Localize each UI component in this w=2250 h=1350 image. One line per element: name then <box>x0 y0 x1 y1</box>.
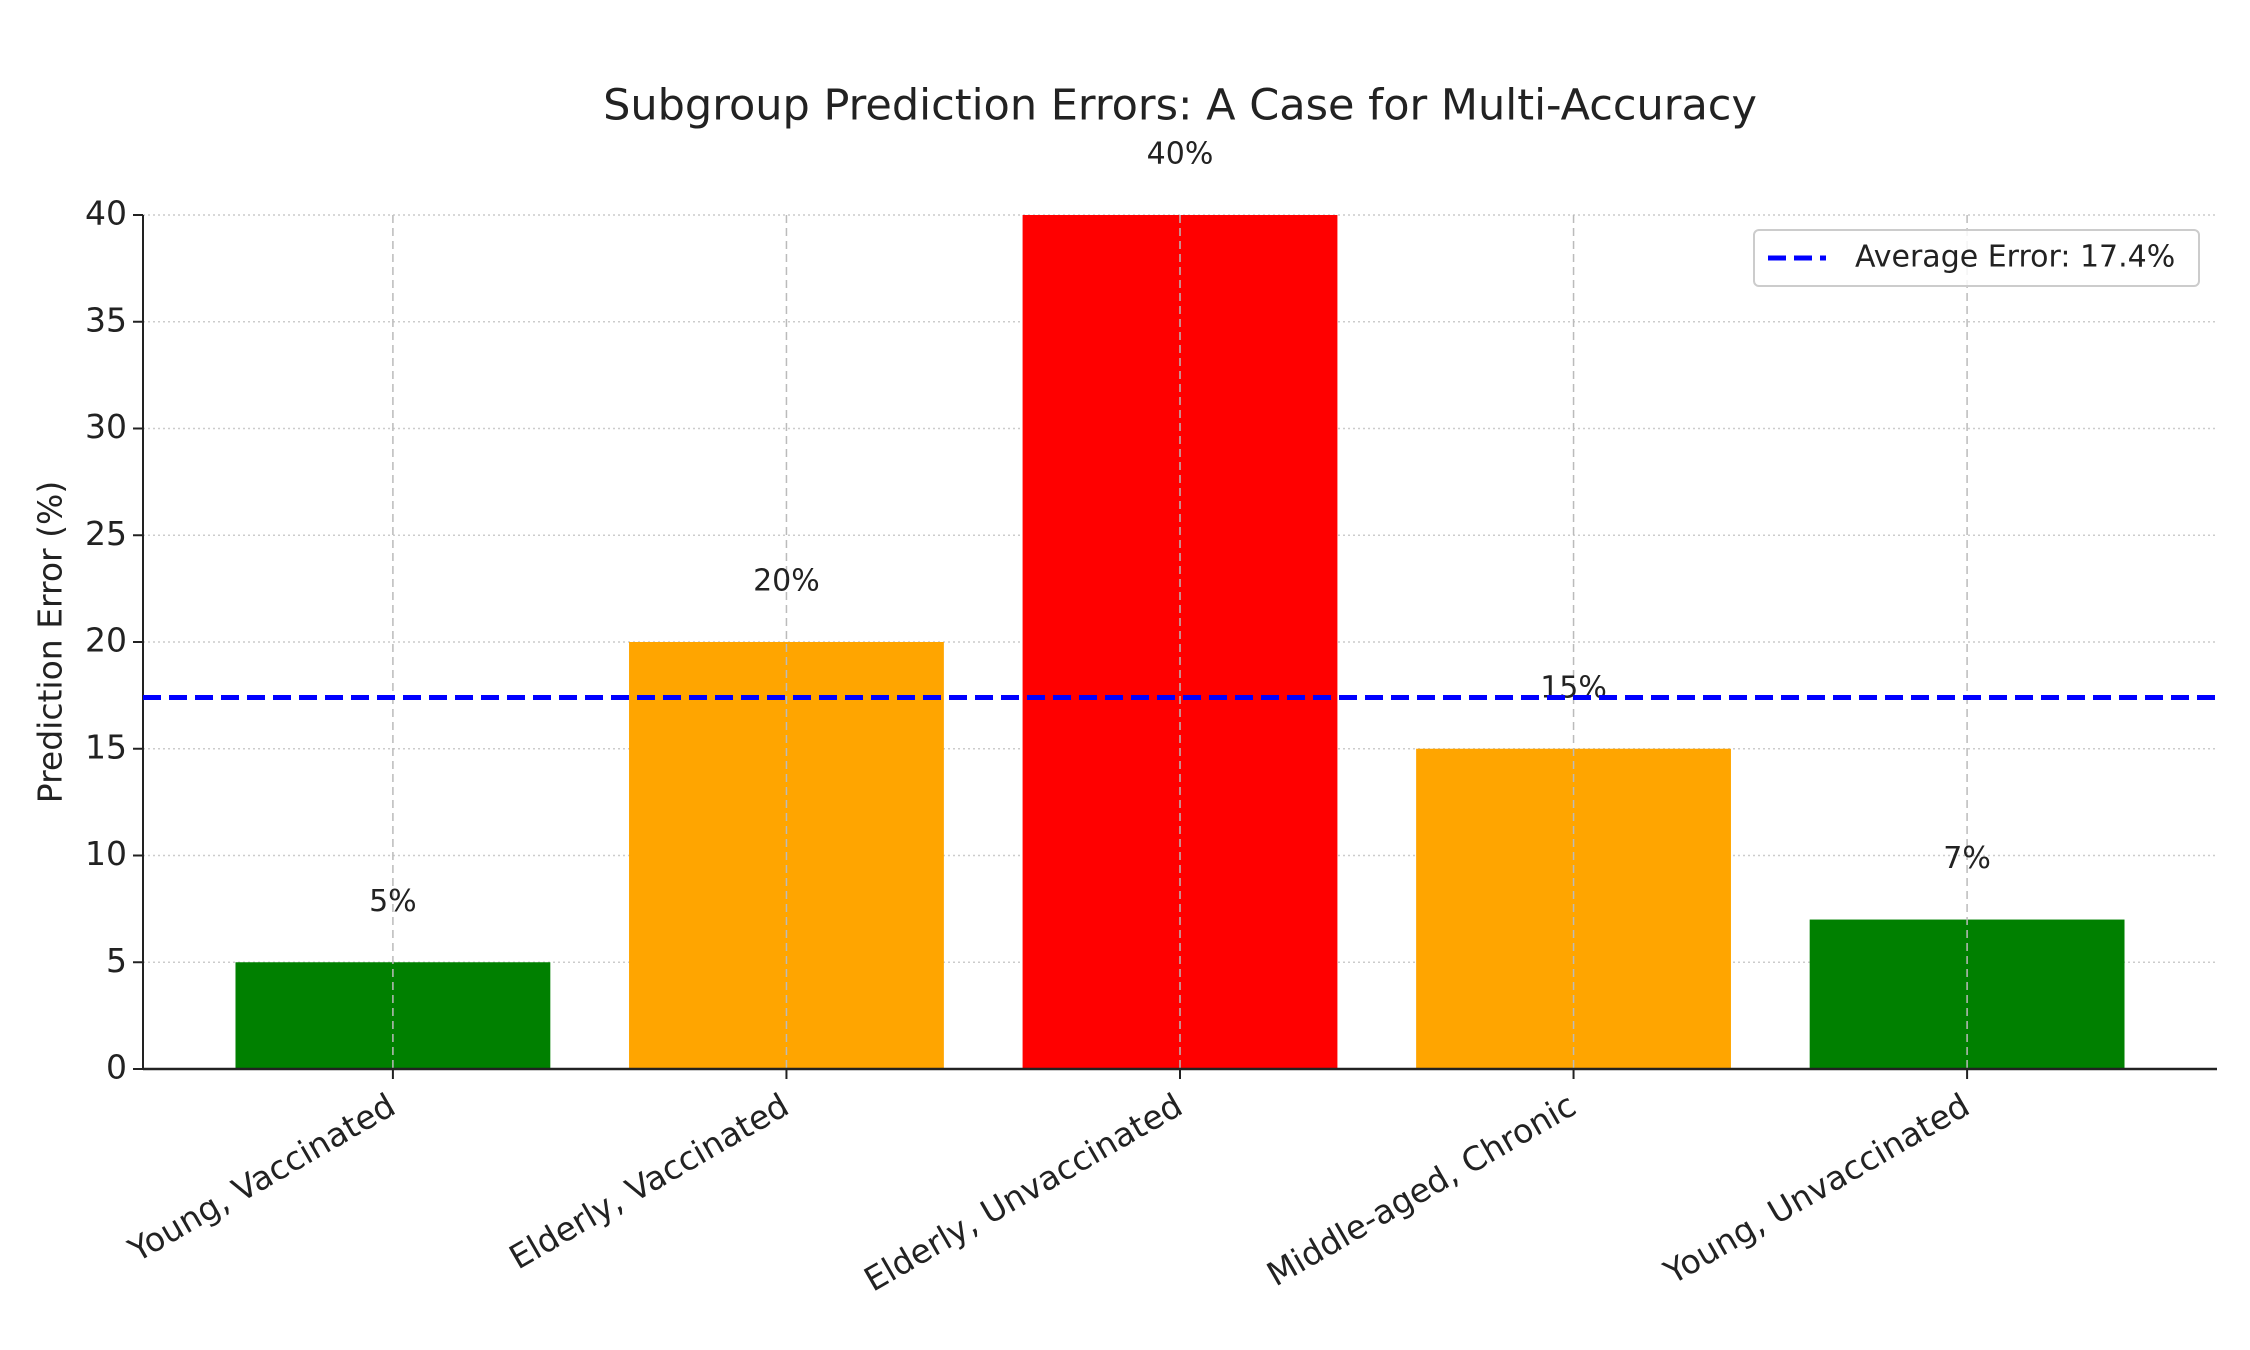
bar <box>1022 215 1338 1069</box>
y-tick-label: 15 <box>85 727 127 766</box>
x-tick-label: Elderly, Vaccinated <box>502 1085 795 1277</box>
y-tick-label: 40 <box>85 194 127 233</box>
value-label: 20% <box>753 564 820 599</box>
x-tick-label: Elderly, Unvaccinated <box>857 1085 1188 1299</box>
y-tick-label: 5 <box>106 941 127 980</box>
bar <box>1809 919 2125 1069</box>
x-tick-label: Middle-aged, Chronic <box>1260 1085 1582 1294</box>
y-tick-label: 0 <box>106 1048 127 1087</box>
chart-title: Subgroup Prediction Errors: A Case for M… <box>603 81 1757 131</box>
y-tick-label: 20 <box>85 621 127 660</box>
x-tick-label: Young, Vaccinated <box>121 1085 402 1270</box>
y-tick-label: 25 <box>85 514 127 553</box>
y-tick-label: 35 <box>85 300 127 339</box>
value-label: 5% <box>369 884 417 919</box>
y-axis-label: Prediction Error (%) <box>31 481 70 803</box>
y-tick-label: 10 <box>85 834 127 873</box>
x-tick-label: Young, Unvaccinated <box>1656 1085 1975 1292</box>
y-tick-label: 30 <box>85 407 127 446</box>
legend-label: Average Error: 17.4% <box>1855 240 2175 275</box>
legend-box <box>1753 229 2200 287</box>
value-label: 40% <box>1147 137 1214 172</box>
value-label: 7% <box>1943 841 1991 876</box>
